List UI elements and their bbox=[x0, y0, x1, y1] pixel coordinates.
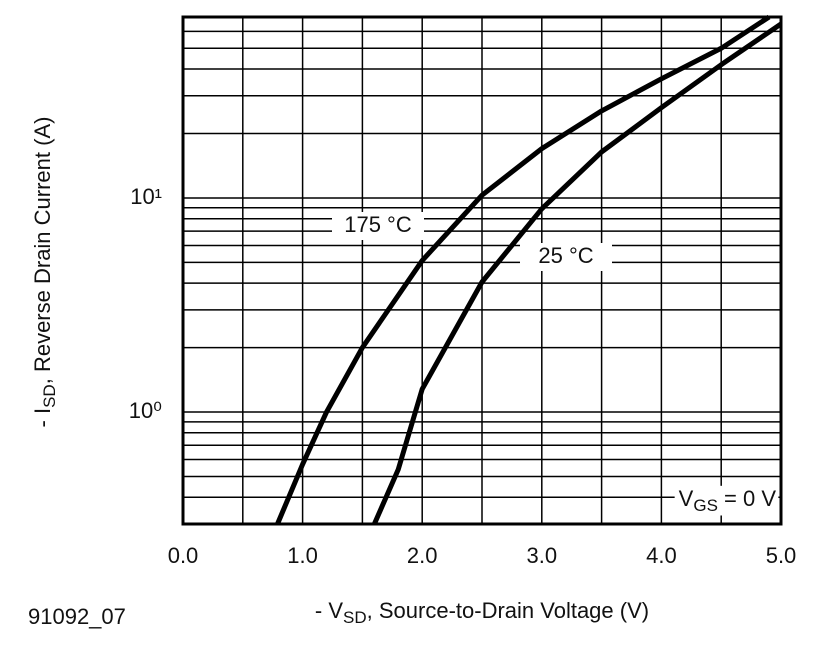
series-label: 25 °C bbox=[538, 243, 593, 268]
x-tick-label: 4.0 bbox=[646, 543, 677, 568]
y-axis-title: - ISD, Reverse Drain Current (A) bbox=[30, 117, 60, 428]
x-tick-label: 2.0 bbox=[407, 543, 438, 568]
figure-id: 91092_07 bbox=[28, 604, 126, 629]
condition-label: VGS = 0 V bbox=[679, 486, 777, 516]
label-bg bbox=[520, 243, 612, 271]
x-tick-label: 3.0 bbox=[527, 543, 558, 568]
y-tick-label: 10⁰ bbox=[129, 398, 162, 423]
condition-label-sub: GS bbox=[693, 496, 718, 515]
y-tick-label: 10¹ bbox=[130, 184, 162, 209]
y-axis-title-part: - I bbox=[30, 408, 55, 428]
x-axis-title-sub: SD bbox=[343, 608, 367, 627]
x-tick-label: 0.0 bbox=[168, 543, 199, 568]
plot-frame bbox=[181, 15, 783, 526]
y-axis-title-part: , Reverse Drain Current (A) bbox=[30, 117, 55, 385]
x-axis-title-part: , Source-to-Drain Voltage (V) bbox=[367, 598, 649, 623]
condition-label-part: V bbox=[679, 486, 694, 511]
label-bg bbox=[332, 212, 424, 240]
x-axis-title: - VSD, Source-to-Drain Voltage (V) bbox=[315, 598, 649, 628]
y-axis-title-sub: SD bbox=[40, 384, 59, 408]
x-tick-label: 5.0 bbox=[766, 543, 797, 568]
series-label: 175 °C bbox=[344, 212, 412, 237]
x-tick-label: 1.0 bbox=[287, 543, 318, 568]
label-bg bbox=[674, 485, 779, 516]
curve bbox=[275, 14, 771, 525]
curve bbox=[372, 21, 783, 526]
x-axis-title-part: - V bbox=[315, 598, 343, 623]
condition-label-part: = 0 V bbox=[718, 486, 776, 511]
